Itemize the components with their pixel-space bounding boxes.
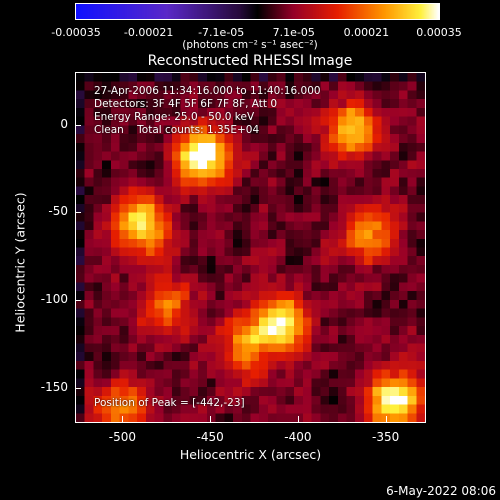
y-tick-label: -150 — [40, 379, 68, 394]
x-tick-mark — [210, 416, 212, 422]
y-tick-label: -50 — [48, 204, 68, 219]
info-counts: Clean Total counts: 1.35E+04 — [94, 124, 260, 136]
colorbar-tick-label: 0.00021 — [343, 26, 390, 39]
colorbar-units: (photons cm⁻² s⁻¹ asec⁻²) — [182, 39, 318, 51]
x-tick-mark — [122, 416, 124, 422]
x-axis-label: Heliocentric X (arcsec) — [179, 447, 322, 462]
y-tick-label: -100 — [40, 292, 68, 307]
y-tick-label: 0 — [60, 116, 68, 131]
x-tick-label: -400 — [284, 430, 312, 444]
info-energy: Energy Range: 25.0 - 50.0 keV — [94, 111, 255, 123]
y-axis-label: Heliocentric Y (arcsec) — [12, 192, 28, 333]
x-tick-label: -350 — [372, 430, 400, 444]
y-tick-mark — [75, 300, 81, 302]
x-tick-mark — [297, 416, 299, 422]
image-title: Reconstructed RHESSI Image — [147, 53, 353, 69]
colorbar-tick-label: -0.00035 — [51, 26, 101, 39]
timestamp: 6-May-2022 08:06 — [386, 484, 496, 498]
x-tick-mark — [385, 416, 387, 422]
info-detectors: Detectors: 3F 4F 5F 6F 7F 8F, Att 0 — [94, 98, 278, 110]
colorbar — [75, 3, 440, 20]
heatmap — [76, 73, 425, 422]
image-plot — [75, 72, 426, 423]
y-tick-mark — [75, 124, 81, 126]
colorbar-tick-label: 0.00035 — [416, 26, 462, 39]
colorbar-tick-label: -0.00021 — [123, 26, 174, 39]
colorbar-tick-label: -7.1e-05 — [198, 26, 245, 39]
colorbar-tick-label: 7.1e-05 — [272, 26, 315, 39]
x-tick-label: -500 — [108, 430, 136, 444]
x-tick-label: -450 — [196, 430, 224, 444]
peak-position: Position of Peak = [-442,-23] — [94, 397, 245, 409]
info-time: 27-Apr-2006 11:34:16.000 to 11:40:16.000 — [94, 85, 321, 97]
y-tick-mark — [75, 387, 81, 389]
y-tick-mark — [75, 212, 81, 214]
